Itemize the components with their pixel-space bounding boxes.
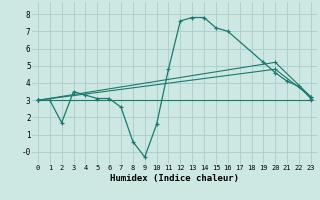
X-axis label: Humidex (Indice chaleur): Humidex (Indice chaleur) <box>110 174 239 183</box>
